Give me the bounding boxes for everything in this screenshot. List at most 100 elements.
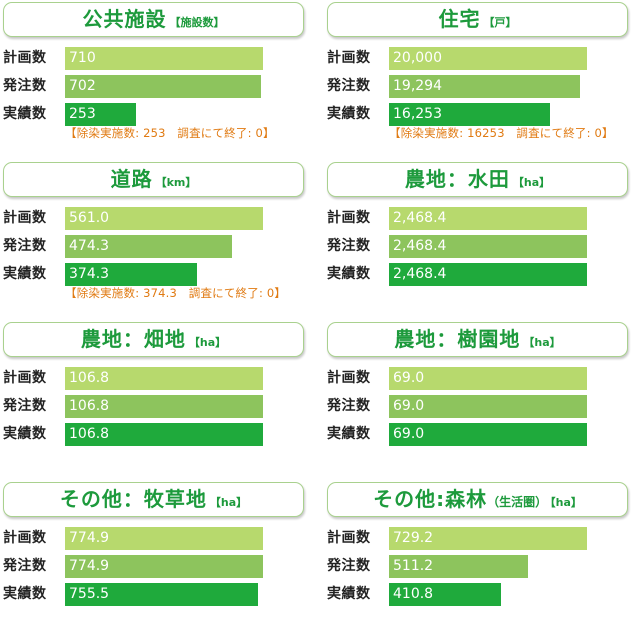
chart-panel-8: その他:森林（生活圏） 【ha】計画数 729.2 発注数 511.2 実績数 410.8 [327, 482, 632, 632]
bar-ordered: 774.9 [65, 555, 263, 578]
bar-row-actual: 実績数 2,468.4 [327, 263, 632, 286]
chart-unit: 【戸】 [483, 16, 517, 29]
bar-row-planned: 計画数 106.8 [3, 367, 308, 390]
row-label-planned: 計画数 [3, 210, 47, 226]
chart-unit: 【施設数】 [169, 16, 225, 29]
bar-planned: 106.8 [65, 367, 263, 390]
bar-planned: 561.0 [65, 207, 263, 230]
bar-row-ordered: 発注数 702 [3, 75, 308, 98]
bar-row-actual: 実績数 16,253 [327, 103, 632, 126]
row-label-actual: 実績数 [3, 266, 47, 282]
bar-row-ordered: 発注数 511.2 [327, 555, 632, 578]
chart-title: 住宅 [438, 7, 481, 31]
row-label-actual: 実績数 [327, 266, 371, 282]
bar-row-ordered: 発注数 2,468.4 [327, 235, 632, 258]
bar-actual: 253 [65, 103, 136, 126]
bar-row-planned: 計画数 729.2 [327, 527, 632, 550]
bar-row-planned: 計画数 69.0 [327, 367, 632, 390]
bar-value-label: 410.8 [393, 586, 434, 602]
row-label-actual: 実績数 [327, 586, 371, 602]
chart-unit: 【ha】 [523, 336, 561, 349]
chart-title-box: 住宅 【戸】 [327, 2, 628, 37]
chart-title: 農地：畑地 [80, 327, 186, 351]
bar-ordered: 474.3 [65, 235, 232, 258]
row-label-ordered: 発注数 [3, 78, 47, 94]
bar-ordered: 511.2 [389, 555, 528, 578]
chart-title: 公共施設 [82, 7, 167, 31]
bar-row-ordered: 発注数 774.9 [3, 555, 308, 578]
row-label-ordered: 発注数 [327, 398, 371, 414]
chart-unit: 【km】 [155, 176, 197, 189]
chart-title: 農地：樹園地 [394, 327, 521, 351]
chart-title-box: その他:森林（生活圏） 【ha】 [327, 482, 628, 517]
bar-row-planned: 計画数 561.0 [3, 207, 308, 230]
bar-value-label: 2,468.4 [393, 210, 447, 226]
bar-row-actual: 実績数 410.8 [327, 583, 632, 606]
row-label-planned: 計画数 [327, 50, 371, 66]
bar-ordered: 2,468.4 [389, 235, 587, 258]
bar-row-actual: 実績数 755.5 [3, 583, 308, 606]
row-label-ordered: 発注数 [327, 78, 371, 94]
bar-value-label: 69.0 [393, 426, 425, 442]
bar-value-label: 702 [69, 78, 96, 94]
bar-row-actual: 実績数 253 [3, 103, 308, 126]
bar-row-ordered: 発注数 69.0 [327, 395, 632, 418]
bar-ordered: 702 [65, 75, 261, 98]
bar-value-label: 755.5 [69, 586, 110, 602]
row-label-actual: 実績数 [3, 586, 47, 602]
row-label-actual: 実績数 [3, 106, 47, 122]
chart-title-box: 農地：樹園地 【ha】 [327, 322, 628, 357]
chart-unit: 【ha】 [550, 496, 582, 509]
chart-title-box: 農地：畑地 【ha】 [3, 322, 304, 357]
row-label-actual: 実績数 [3, 426, 47, 442]
chart-panel-5: 農地：畑地 【ha】 計画数 106.8 発注数 106.8 実績数 106.8 [3, 322, 308, 472]
bar-planned: 774.9 [65, 527, 263, 550]
bar-actual: 2,468.4 [389, 263, 587, 286]
chart-panel-3: 道路 【km】 計画数 561.0 発注数 474.3 実績数 374.3 【除染実施数: 37… [3, 162, 308, 312]
chart-title: 農地：水田 [404, 167, 510, 191]
chart-unit: 【ha】 [209, 496, 248, 509]
row-label-planned: 計画数 [327, 210, 371, 226]
bar-value-label: 253 [69, 106, 96, 122]
bar-ordered: 69.0 [389, 395, 587, 418]
bar-row-planned: 計画数 710 [3, 47, 308, 70]
decontamination-note: 【除染実施数: 16253 調査にて終了: 0】 [389, 126, 614, 140]
bar-row-planned: 計画数 2,468.4 [327, 207, 632, 230]
bar-row-ordered: 発注数 106.8 [3, 395, 308, 418]
bar-value-label: 2,468.4 [393, 238, 447, 254]
bar-row-planned: 計画数 20,000 [327, 47, 632, 70]
bar-value-label: 374.3 [69, 266, 110, 282]
bar-value-label: 774.9 [69, 530, 110, 546]
chart-panel-1: 公共施設 【施設数】計画数 710 発注数 702 実績数 253 【除染実施数: 253 調… [3, 2, 308, 152]
chart-panel-4: 農地：水田 【ha】 計画数 2,468.4 発注数 2,468.4 実績数 2,468.4 [327, 162, 632, 312]
chart-unit: 【ha】 [188, 336, 227, 349]
bar-actual: 16,253 [389, 103, 550, 126]
chart-panel-6: 農地：樹園地 【ha】 計画数 69.0 発注数 69.0 実績数 69.0 [327, 322, 632, 472]
bar-row-actual: 実績数 106.8 [3, 423, 308, 446]
decontamination-note: 【除染実施数: 253 調査にて終了: 0】 [65, 126, 275, 140]
bar-value-label: 561.0 [69, 210, 110, 226]
bar-row-actual: 実績数 69.0 [327, 423, 632, 446]
row-label-planned: 計画数 [3, 370, 47, 386]
row-label-ordered: 発注数 [3, 238, 47, 254]
bar-value-label: 19,294 [393, 78, 442, 94]
bar-value-label: 511.2 [393, 558, 434, 574]
row-label-planned: 計画数 [327, 530, 371, 546]
bar-row-actual: 実績数 374.3 [3, 263, 308, 286]
row-label-ordered: 発注数 [3, 398, 47, 414]
bar-value-label: 69.0 [393, 370, 425, 386]
bar-planned: 20,000 [389, 47, 587, 70]
bar-actual: 755.5 [65, 583, 258, 606]
chart-title-box: 公共施設 【施設数】 [3, 2, 304, 37]
bar-value-label: 474.3 [69, 238, 110, 254]
row-label-ordered: 発注数 [327, 558, 371, 574]
chart-title-box: その他：牧草地 【ha】 [3, 482, 304, 517]
bar-value-label: 20,000 [393, 50, 442, 66]
bar-value-label: 106.8 [69, 398, 110, 414]
bar-value-label: 729.2 [393, 530, 434, 546]
bar-planned: 710 [65, 47, 263, 70]
chart-panel-2: 住宅 【戸】計画数 20,000 発注数 19,294 実績数 16,253 【除染実施数: … [327, 2, 632, 152]
bar-actual: 374.3 [65, 263, 197, 286]
bar-actual: 69.0 [389, 423, 587, 446]
chart-unit: 【ha】 [512, 176, 551, 189]
